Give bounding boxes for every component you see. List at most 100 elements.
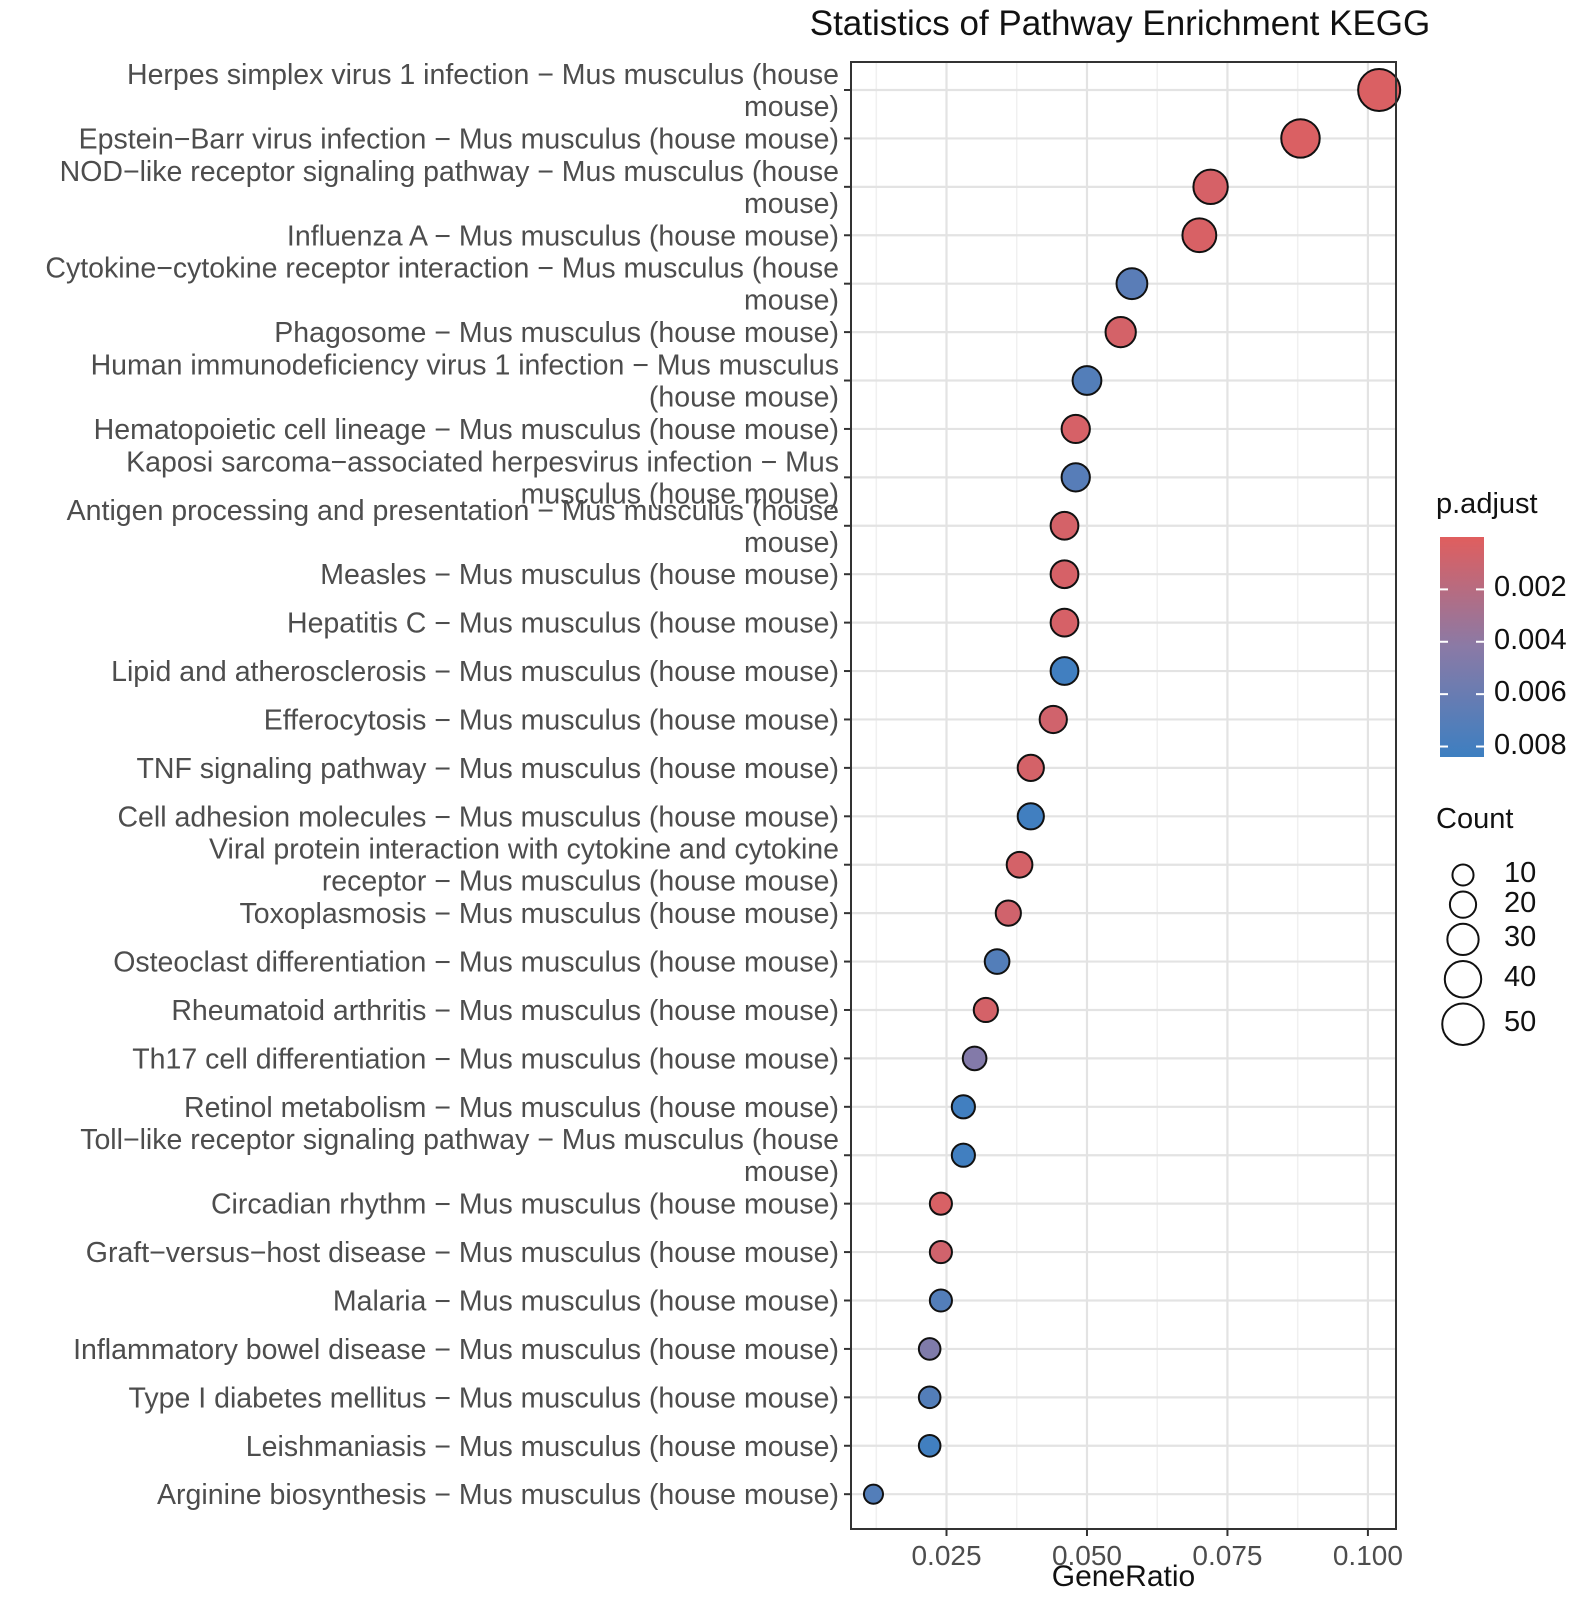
y-tick-label: Osteoclast differentiation − Mus musculu… (113, 947, 839, 979)
data-point (1005, 850, 1034, 879)
grid-lines (851, 62, 1396, 1529)
data-point (1016, 802, 1045, 831)
y-tick-label: (house mouse) (649, 382, 839, 414)
size-legend-label: 30 (1504, 921, 1537, 954)
size-legend-label: 10 (1504, 857, 1537, 889)
y-tick-label: receptor − Mus musculus (house mouse) (322, 866, 839, 898)
size-legend-keys (1441, 863, 1485, 1046)
data-point (994, 899, 1022, 927)
x-tick-label: 0.100 (1333, 1540, 1403, 1571)
x-tick-label: 0.025 (911, 1540, 981, 1571)
data-point (862, 1483, 885, 1505)
data-point (917, 1385, 942, 1410)
data-point (1038, 704, 1068, 735)
data-point (917, 1433, 942, 1458)
y-tick-label: Malaria − Mus musculus (house mouse) (333, 1286, 839, 1318)
y-tick-label: Kaposi sarcoma−associated herpesvirus in… (126, 446, 839, 478)
y-tick-label: Viral protein interaction with cytokine … (209, 834, 839, 866)
y-tick-label: Phagosome − Mus musculus (house mouse) (274, 317, 839, 349)
y-tick-label: Cell adhesion molecules − Mus musculus (… (117, 801, 839, 833)
color-legend-ticks (1440, 588, 1484, 748)
y-tick-label: Influenza A − Mus musculus (house mouse) (287, 220, 839, 252)
y-tick-label: Epstein−Barr virus infection − Mus muscu… (79, 123, 839, 155)
data-point (1181, 217, 1218, 254)
y-tick-label: Th17 cell differentiation − Mus musculus… (132, 1043, 839, 1075)
color-legend-label: 0.008 (1494, 728, 1567, 761)
data-point (983, 948, 1011, 975)
size-legend-key (1446, 922, 1480, 957)
data-point (950, 1142, 976, 1168)
y-tick-label: Toxoplasmosis − Mus musculus (house mous… (239, 898, 839, 930)
data-point (1060, 462, 1091, 493)
y-tick-label: Cytokine−cytokine receptor interaction −… (45, 253, 839, 285)
y-tick-label: Leishmaniasis − Mus musculus (house mous… (246, 1431, 839, 1463)
y-tick-label: Inflammatory bowel disease − Mus musculu… (73, 1334, 839, 1366)
y-axis-labels: Herpes simplex virus 1 infection − Mus m… (45, 59, 851, 1511)
plot-panel (851, 62, 1396, 1529)
size-legend-label: 40 (1504, 961, 1537, 994)
data-point (917, 1337, 942, 1361)
plot-border (850, 61, 1397, 1530)
x-axis-ticks: 0.025 0.050 0.075 0.100 (911, 1529, 1403, 1571)
data-point (1192, 168, 1229, 206)
data-point (961, 1045, 988, 1072)
data-point (1016, 753, 1045, 782)
size-legend-label: 50 (1504, 1006, 1537, 1039)
data-point (950, 1094, 976, 1120)
y-tick-label: mouse) (744, 285, 839, 317)
y-tick-label: Rheumatoid arthritis − Mus musculus (hou… (171, 995, 839, 1027)
x-tick-label: 0.075 (1192, 1540, 1262, 1571)
size-legend-key (1443, 960, 1483, 999)
y-tick-label: Type I diabetes mellitus − Mus musculus … (129, 1382, 839, 1414)
data-point (1357, 67, 1402, 113)
color-legend-bar (1440, 537, 1484, 757)
y-tick-label: Herpes simplex virus 1 infection − Mus m… (127, 59, 839, 91)
size-legend-key (1448, 890, 1478, 919)
data-point (1071, 365, 1103, 396)
y-tick-label: Antigen processing and presentation − Mu… (67, 495, 839, 527)
y-tick-label: Arginine biosynthesis − Mus musculus (ho… (157, 1479, 839, 1511)
y-tick-label: Measles − Mus musculus (house mouse) (320, 559, 839, 591)
size-legend-title: Count (1436, 803, 1514, 835)
data-point (1049, 559, 1080, 590)
y-tick-label: NOD−like receptor signaling pathway − Mu… (60, 156, 839, 188)
size-legend-key (1441, 1002, 1485, 1046)
color-legend-label: 0.006 (1494, 676, 1567, 709)
y-tick-label: Hematopoietic cell lineage − Mus musculu… (94, 414, 839, 446)
y-tick-label: Circadian rhythm − Mus musculus (house m… (211, 1189, 839, 1221)
y-tick-label: Human immunodeficiency virus 1 infection… (91, 350, 839, 382)
data-point (1049, 510, 1080, 541)
size-legend-key (1451, 863, 1475, 887)
y-tick-label: Retinol metabolism − Mus musculus (house… (184, 1092, 839, 1124)
data-point (1104, 315, 1137, 349)
y-tick-label: Efferocytosis − Mus musculus (house mous… (264, 704, 839, 736)
data-point (1049, 656, 1080, 686)
y-tick-label: mouse) (744, 91, 839, 123)
y-tick-label: Graft−versus−host disease − Mus musculus… (86, 1237, 839, 1269)
color-legend-title: p.adjust (1436, 488, 1538, 520)
data-points (862, 67, 1402, 1505)
data-point (1049, 607, 1080, 638)
data-point (928, 1240, 953, 1265)
y-tick-label: mouse) (744, 527, 839, 559)
y-tick-label: musculus (house mouse) (521, 478, 839, 510)
x-tick-label: 0.050 (1052, 1540, 1122, 1571)
data-point (928, 1191, 953, 1216)
y-tick-label: TNF signaling pathway − Mus musculus (ho… (136, 753, 839, 785)
data-point (1280, 118, 1321, 159)
data-point (1060, 413, 1091, 445)
data-point (1115, 267, 1149, 301)
y-tick-label: mouse) (744, 1156, 839, 1188)
y-tick-label: mouse) (744, 188, 839, 220)
color-legend-label: 0.002 (1494, 571, 1567, 604)
chart-title: Statistics of Pathway Enrichment KEGG (809, 4, 1431, 43)
y-tick-label: Hepatitis C − Mus musculus (house mouse) (287, 608, 839, 640)
data-point (972, 996, 999, 1024)
y-tick-label: Toll−like receptor signaling pathway − M… (80, 1124, 839, 1156)
y-tick-label: Lipid and atherosclerosis − Mus musculus… (111, 656, 839, 688)
x-axis-title: GeneRatio (1051, 1560, 1196, 1593)
data-point (928, 1288, 953, 1313)
color-legend-label: 0.004 (1494, 623, 1567, 656)
